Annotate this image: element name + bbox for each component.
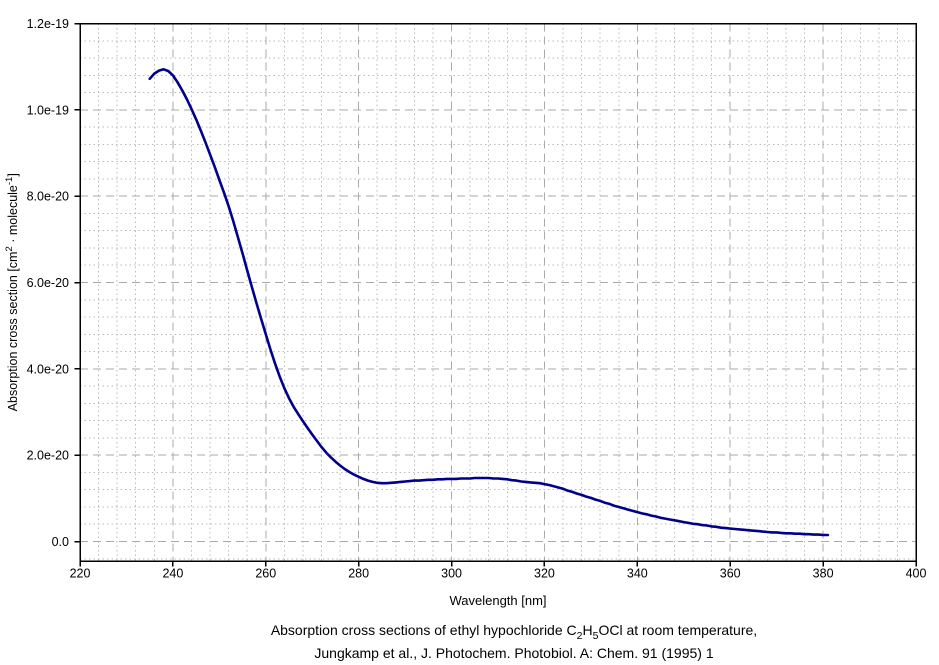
x-tick-label: 400 — [906, 567, 927, 581]
spectrum-line — [148, 68, 830, 537]
x-tick-label: 240 — [162, 567, 183, 581]
y-axis-title: Absorption cross section [cm2 · molecule… — [4, 173, 20, 411]
y-tick-label: 6.0e-20 — [27, 276, 69, 290]
x-tick-label: 340 — [627, 567, 648, 581]
x-tick-label: 380 — [813, 567, 834, 581]
x-tick-label: 300 — [441, 567, 462, 581]
x-axis-title: Wavelength [nm] — [449, 593, 546, 608]
y-tick-label: 0.0 — [52, 535, 69, 549]
y-tick-label: 8.0e-20 — [27, 190, 69, 204]
caption-subscript: 5 — [592, 629, 599, 642]
x-tick-label: 360 — [720, 567, 741, 581]
caption-text: H — [582, 622, 593, 638]
caption-line-1: Absorption cross sections of ethyl hypoc… — [52, 619, 939, 642]
x-tick-label: 220 — [70, 567, 91, 581]
y-tick-label: 1.2e-19 — [27, 17, 69, 31]
y-tick-label: 4.0e-20 — [27, 362, 69, 376]
figure-caption: Absorption cross sections of ethyl hypoc… — [52, 619, 939, 665]
plot-border — [79, 22, 917, 562]
x-tick-label: 320 — [534, 567, 555, 581]
absorption-spectrum-chart: 220 240 260 280 300 320 340 360 380 400 0.0 2.0e-20… — [4, 17, 927, 608]
caption-text: Absorption cross sections of ethyl hypoc… — [270, 622, 577, 638]
caption-line-2: Jungkamp et al., J. Photochem. Photobiol… — [314, 645, 714, 661]
y-tick-label: 2.0e-20 — [27, 449, 69, 463]
x-tick-label: 280 — [348, 567, 369, 581]
caption-subscript: 2 — [576, 629, 583, 642]
y-tick-label: 1.0e-19 — [27, 103, 69, 117]
caption-text: OCl at room temperature, — [598, 622, 758, 638]
x-tick-label: 260 — [255, 567, 276, 581]
